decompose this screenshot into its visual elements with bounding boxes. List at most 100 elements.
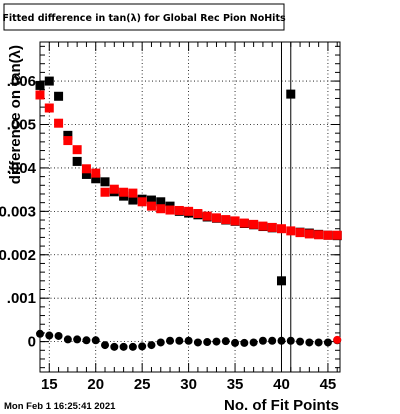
data-point — [119, 187, 129, 197]
data-point — [314, 338, 323, 347]
data-point — [63, 136, 73, 146]
data-point — [138, 342, 147, 351]
data-point — [72, 156, 82, 166]
x-axis-label: No. of Fit Points — [224, 397, 339, 414]
title-box: Fitted difference in tan(λ) for Global R… — [2, 3, 286, 31]
data-point — [82, 336, 91, 345]
data-point — [44, 103, 54, 113]
y-axis-label: difference on tan(λ) — [7, 45, 24, 184]
axis-ticks — [39, 42, 340, 372]
data-point — [295, 228, 305, 238]
data-point — [156, 197, 166, 207]
data-point — [333, 335, 342, 344]
data-point — [166, 336, 175, 345]
plot-area — [35, 41, 342, 373]
data-point — [63, 130, 73, 140]
data-point — [146, 195, 156, 205]
y-tick-label: 0.003 — [0, 203, 36, 220]
y-tick-label: 0 — [28, 334, 36, 351]
data-point — [221, 337, 230, 346]
data-point — [165, 205, 175, 215]
data-point — [268, 336, 277, 345]
data-point — [286, 89, 296, 99]
data-point — [276, 224, 286, 234]
data-point — [101, 341, 110, 350]
data-point — [54, 118, 64, 128]
data-point — [267, 222, 277, 232]
y-tick-label: 0.002 — [0, 247, 36, 264]
x-tick-label: 45 — [320, 376, 337, 393]
data-point — [109, 184, 119, 194]
data-point — [314, 230, 324, 240]
data-point — [110, 342, 119, 351]
data-point — [35, 90, 45, 100]
x-tick-label: 20 — [87, 376, 104, 393]
data-point — [305, 338, 314, 347]
data-point — [239, 218, 249, 228]
data-point — [175, 336, 184, 345]
data-point — [323, 230, 333, 240]
data-point — [35, 80, 45, 90]
y-tick-label: .001 — [7, 290, 36, 307]
data-point — [211, 213, 221, 223]
y-tick-label: .004 — [7, 160, 37, 177]
series-4 — [333, 335, 342, 344]
data-point — [184, 336, 193, 345]
chart-title: Fitted difference in tan(λ) for Global R… — [2, 13, 286, 24]
data-point — [63, 335, 72, 344]
data-point — [73, 335, 82, 344]
x-tick-label: 15 — [41, 376, 58, 393]
data-point — [128, 188, 138, 198]
data-point — [203, 338, 212, 347]
data-point — [230, 216, 240, 226]
x-tick-labels: 15 20 25 30 35 40 45 — [41, 376, 336, 393]
data-point — [72, 145, 82, 155]
series-2 — [35, 90, 342, 240]
data-point — [54, 91, 64, 101]
data-point — [147, 341, 156, 350]
data-point — [277, 336, 286, 345]
data-point — [45, 331, 54, 340]
data-point — [202, 211, 212, 221]
data-point — [137, 197, 147, 207]
x-tick-label: 35 — [227, 376, 244, 393]
data-point — [100, 187, 110, 197]
data-marks — [35, 76, 342, 351]
data-point — [193, 209, 203, 219]
data-point — [249, 219, 259, 229]
data-point — [258, 336, 267, 345]
x-tick-label: 30 — [180, 376, 197, 393]
data-point — [286, 226, 296, 236]
y-tick-label: .005 — [7, 117, 36, 134]
data-point — [146, 201, 156, 211]
data-point — [81, 169, 91, 179]
data-point — [91, 336, 100, 345]
data-point — [286, 336, 295, 345]
y-tick-labels: 0 .001 0.002 0.003 .004 .005 .006 — [0, 73, 37, 351]
data-point — [156, 204, 166, 214]
data-point — [128, 195, 138, 205]
data-point — [332, 230, 342, 240]
data-point — [128, 342, 137, 351]
x-tick-label: 40 — [273, 376, 290, 393]
data-point — [156, 338, 165, 347]
data-point — [193, 338, 202, 347]
data-point — [44, 76, 54, 86]
data-point — [212, 337, 221, 346]
data-point — [100, 177, 110, 187]
data-point — [296, 337, 305, 346]
data-point — [249, 338, 258, 347]
data-point — [119, 342, 128, 351]
data-point — [174, 205, 184, 215]
data-point — [81, 164, 91, 174]
x-tick-label: 25 — [134, 376, 151, 393]
data-point — [91, 168, 101, 178]
data-point — [184, 206, 194, 216]
data-point — [36, 329, 44, 338]
y-tick-label: .006 — [7, 73, 36, 90]
data-point — [304, 229, 314, 239]
data-point — [91, 174, 101, 184]
timestamp: Mon Feb 1 16:25:41 2021 — [4, 401, 116, 412]
data-point — [54, 331, 63, 340]
